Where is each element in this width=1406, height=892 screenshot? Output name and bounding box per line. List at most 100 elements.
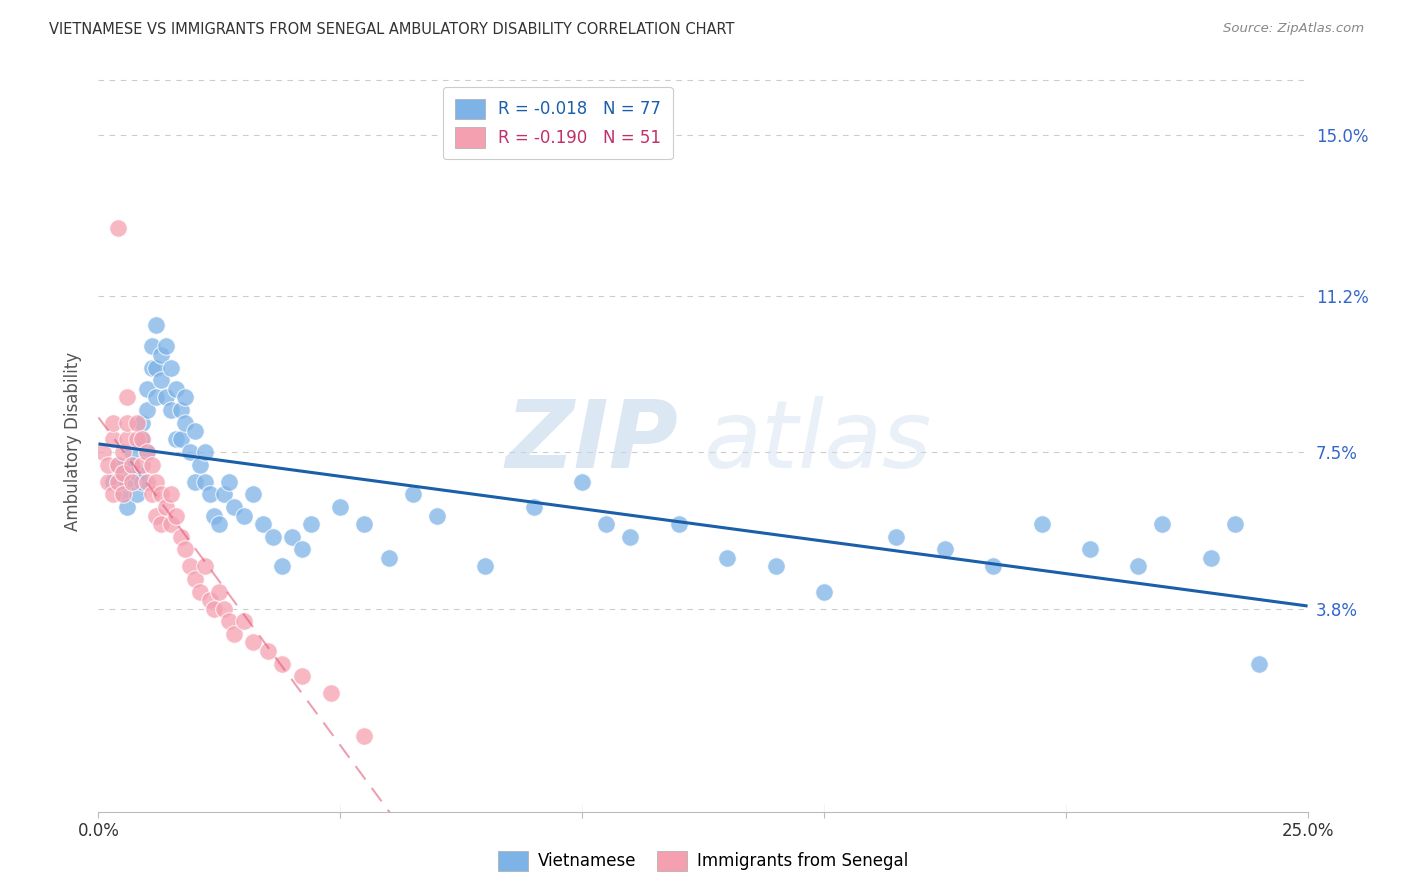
- Point: [165, 508, 187, 523]
- Point: [184, 572, 207, 586]
- Point: [402, 487, 425, 501]
- Point: [1078, 542, 1101, 557]
- Point: [252, 516, 274, 531]
- Point: [141, 339, 163, 353]
- Point: [218, 475, 240, 489]
- Point: [204, 508, 226, 523]
- Point: [135, 445, 157, 459]
- Point: [194, 475, 217, 489]
- Point: [1223, 516, 1246, 531]
- Point: [174, 542, 197, 557]
- Point: [668, 516, 690, 531]
- Point: [150, 487, 173, 501]
- Point: [194, 445, 217, 459]
- Point: [107, 220, 129, 235]
- Point: [232, 508, 254, 523]
- Point: [145, 475, 167, 489]
- Point: [111, 445, 134, 459]
- Point: [281, 530, 304, 544]
- Point: [155, 500, 177, 515]
- Point: [101, 416, 124, 430]
- Point: [101, 433, 124, 447]
- Point: [150, 348, 173, 362]
- Point: [145, 390, 167, 404]
- Point: [208, 516, 231, 531]
- Point: [127, 467, 149, 481]
- Point: [127, 487, 149, 501]
- Point: [571, 475, 593, 489]
- Point: [188, 584, 211, 599]
- Point: [121, 458, 143, 472]
- Point: [212, 601, 235, 615]
- Point: [271, 559, 294, 574]
- Point: [117, 433, 139, 447]
- Text: ZIP: ZIP: [506, 395, 679, 488]
- Legend: R = -0.018   N = 77, R = -0.190   N = 51: R = -0.018 N = 77, R = -0.190 N = 51: [443, 87, 672, 160]
- Point: [141, 360, 163, 375]
- Point: [121, 458, 143, 472]
- Point: [813, 584, 835, 599]
- Point: [111, 487, 134, 501]
- Point: [169, 402, 191, 417]
- Point: [150, 516, 173, 531]
- Point: [256, 644, 278, 658]
- Point: [117, 390, 139, 404]
- Point: [97, 475, 120, 489]
- Point: [299, 516, 322, 531]
- Point: [212, 487, 235, 501]
- Point: [127, 416, 149, 430]
- Point: [179, 445, 201, 459]
- Point: [290, 669, 312, 683]
- Point: [934, 542, 956, 557]
- Point: [353, 516, 375, 531]
- Point: [198, 593, 221, 607]
- Legend: Vietnamese, Immigrants from Senegal: Vietnamese, Immigrants from Senegal: [489, 842, 917, 880]
- Point: [208, 584, 231, 599]
- Point: [474, 559, 496, 574]
- Point: [107, 475, 129, 489]
- Point: [184, 475, 207, 489]
- Point: [97, 458, 120, 472]
- Point: [131, 416, 153, 430]
- Point: [242, 487, 264, 501]
- Point: [218, 615, 240, 629]
- Point: [765, 559, 787, 574]
- Point: [165, 382, 187, 396]
- Point: [262, 530, 284, 544]
- Point: [1199, 550, 1222, 565]
- Point: [117, 475, 139, 489]
- Point: [111, 467, 134, 481]
- Point: [131, 433, 153, 447]
- Point: [198, 487, 221, 501]
- Point: [523, 500, 546, 515]
- Point: [165, 433, 187, 447]
- Text: atlas: atlas: [703, 396, 931, 487]
- Point: [886, 530, 908, 544]
- Point: [184, 424, 207, 438]
- Point: [141, 458, 163, 472]
- Point: [160, 402, 183, 417]
- Point: [160, 516, 183, 531]
- Point: [111, 487, 134, 501]
- Point: [117, 416, 139, 430]
- Point: [174, 416, 197, 430]
- Point: [377, 550, 399, 565]
- Point: [188, 458, 211, 472]
- Y-axis label: Ambulatory Disability: Ambulatory Disability: [65, 352, 83, 531]
- Point: [169, 530, 191, 544]
- Point: [716, 550, 738, 565]
- Point: [141, 487, 163, 501]
- Point: [1128, 559, 1150, 574]
- Point: [160, 487, 183, 501]
- Point: [117, 500, 139, 515]
- Point: [131, 475, 153, 489]
- Point: [174, 390, 197, 404]
- Point: [426, 508, 449, 523]
- Text: Source: ZipAtlas.com: Source: ZipAtlas.com: [1223, 22, 1364, 36]
- Point: [160, 360, 183, 375]
- Point: [101, 475, 124, 489]
- Point: [1249, 657, 1271, 671]
- Point: [107, 458, 129, 472]
- Point: [145, 360, 167, 375]
- Point: [319, 686, 342, 700]
